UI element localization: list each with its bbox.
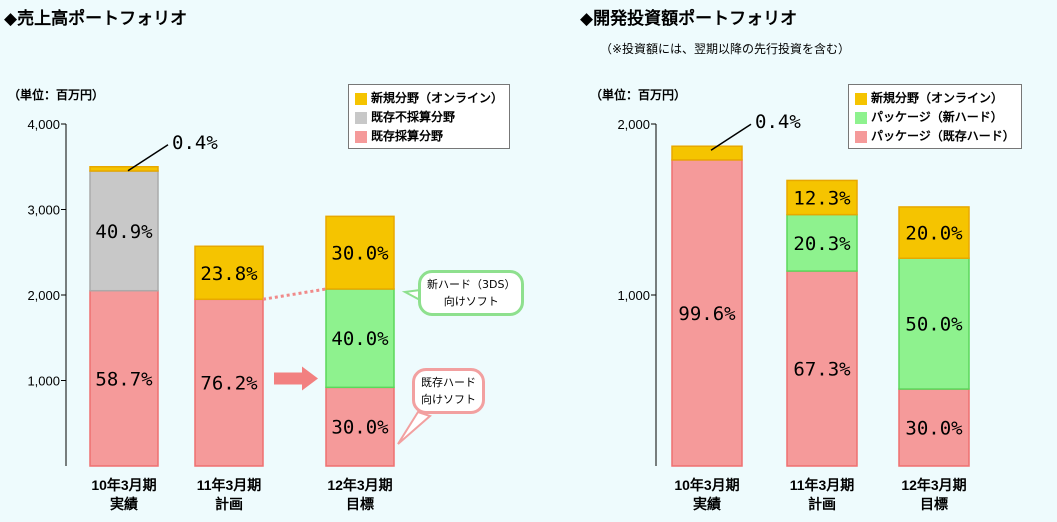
bar-segment — [194, 245, 264, 301]
sales-legend: 新規分野（オンライン） 既存不採算分野 既存採算分野 — [348, 84, 511, 149]
bar-segment — [325, 288, 395, 389]
data-label: 99.6% — [678, 303, 736, 325]
bar-segment — [325, 215, 395, 290]
bar-segment — [898, 388, 970, 467]
callout-tail — [397, 410, 432, 445]
arrow-icon — [274, 366, 318, 391]
y-tick-label: 1,000 — [617, 288, 650, 303]
y-tick-label: 2,000 — [27, 288, 60, 303]
legend-item-new-online: 新規分野（オンライン） — [855, 89, 1015, 108]
investment-portfolio-title: ◆開発投資額ポートフォリオ — [580, 9, 798, 29]
data-label: 40.0% — [331, 328, 389, 350]
x-category-label: 10年3月期 — [674, 477, 739, 493]
x-category-label: 目標 — [920, 496, 948, 512]
callout-line: 向けソフト — [443, 295, 499, 308]
x-category-label: 11年3月期 — [790, 477, 855, 493]
data-label: 20.3% — [793, 233, 851, 255]
data-label: 67.3% — [793, 359, 851, 381]
x-category-label: 計画 — [808, 496, 836, 512]
bar-segment — [786, 270, 858, 467]
investment-subtitle: （※投資額には、翌期以降の先行投資を含む） — [600, 42, 851, 56]
bar-segment — [325, 386, 395, 467]
bar-segment — [786, 213, 858, 272]
data-label: 50.0% — [905, 314, 963, 336]
bar-segment — [786, 179, 858, 216]
callout-line: 向けソフト — [421, 393, 476, 406]
y-tick-label: 1,000 — [27, 374, 60, 389]
legend-item-new-online: 新規分野（オンライン） — [355, 89, 503, 108]
x-category-label: 実績 — [110, 496, 138, 512]
callout-line: 既存ハード — [421, 376, 476, 389]
callout-new-hard-software: 新ハード（3DS） 向けソフト — [418, 270, 525, 316]
data-label: 0.4% — [172, 132, 218, 154]
legend-item-profitable: 既存採算分野 — [355, 127, 503, 146]
dotted-connector — [262, 287, 327, 301]
x-category-label: 12年3月期 — [327, 477, 392, 493]
bar-segment — [898, 257, 970, 390]
sales-unit-label: （単位：百万円） — [8, 88, 105, 102]
investment-unit-label: （単位：百万円） — [590, 88, 687, 102]
sales-portfolio-title: ◆売上高ポートフォリオ — [4, 9, 188, 29]
data-label: 0.4% — [755, 111, 801, 133]
y-tick-label: 3,000 — [27, 203, 60, 218]
legend-swatch — [855, 92, 867, 105]
x-category-label: 実績 — [693, 496, 721, 512]
data-label: 12.3% — [793, 188, 851, 210]
y-tick-label: 2,000 — [617, 117, 650, 132]
bar-segment — [898, 206, 970, 259]
legend-item-package-existing-hard: パッケージ（既存ハード） — [855, 127, 1015, 146]
bar-segment — [194, 298, 264, 467]
x-category-label: 計画 — [215, 496, 243, 512]
x-category-label: 12年3月期 — [901, 477, 966, 493]
data-label: 23.8% — [200, 263, 258, 285]
legend-item-package-new-hard: パッケージ（新ハード） — [855, 108, 1015, 127]
y-tick-label: 4,000 — [27, 117, 60, 132]
legend-swatch — [855, 111, 867, 124]
leader-line — [710, 123, 752, 151]
legend-swatch — [355, 130, 367, 143]
leader-line — [127, 144, 169, 172]
data-label: 76.2% — [200, 373, 258, 395]
bar-segment — [89, 166, 159, 172]
bar-segment — [89, 289, 159, 467]
data-label: 58.7% — [95, 368, 153, 390]
callout-line: 新ハード（3DS） — [427, 278, 516, 291]
data-label: 30.0% — [331, 243, 389, 265]
x-category-label: 10年3月期 — [91, 477, 156, 493]
data-label: 30.0% — [905, 418, 963, 440]
legend-item-unprofitable: 既存不採算分野 — [355, 108, 503, 127]
callout-existing-hard-software: 既存ハード 向けソフト — [412, 368, 485, 414]
bar-segment — [671, 145, 743, 161]
investment-legend: 新規分野（オンライン） パッケージ（新ハード） パッケージ（既存ハード） — [848, 84, 1022, 149]
data-label: 20.0% — [905, 223, 963, 245]
data-label: 40.9% — [95, 221, 153, 243]
legend-swatch — [355, 92, 367, 105]
legend-swatch — [855, 130, 867, 143]
data-label: 30.0% — [331, 417, 389, 439]
x-category-label: 11年3月期 — [197, 477, 262, 493]
x-category-label: 目標 — [346, 496, 374, 512]
bar-segment — [671, 159, 743, 467]
legend-swatch — [355, 111, 367, 124]
